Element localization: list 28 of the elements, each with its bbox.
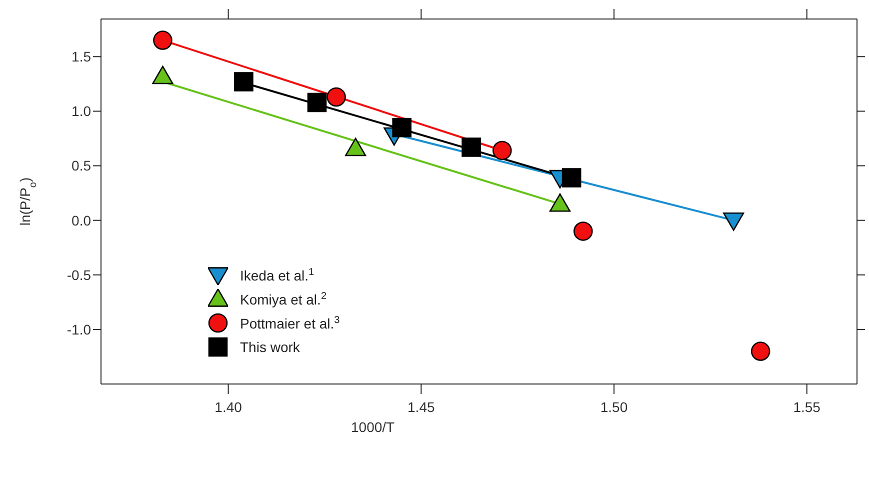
point xyxy=(392,118,412,138)
point xyxy=(307,92,327,112)
legend-label: Pottmaier et al.$^{3}$ xyxy=(240,314,340,332)
point xyxy=(462,138,481,157)
point xyxy=(723,212,744,231)
x-tick-label: 1.40 xyxy=(214,398,242,415)
legend-label: Komiya et al.$^{2}$ xyxy=(240,290,326,308)
point xyxy=(562,168,582,188)
point xyxy=(326,87,346,107)
point xyxy=(152,66,174,84)
x-tick-label: 1.55 xyxy=(793,398,821,415)
point xyxy=(345,138,366,156)
point xyxy=(153,30,172,50)
y-tick-label: 1.5 xyxy=(72,48,92,65)
y-tick-label: 1.0 xyxy=(72,103,92,120)
point xyxy=(573,222,593,241)
legend-label: Ikeda et al.$^{1}$ xyxy=(240,266,314,284)
point xyxy=(234,72,254,92)
legend-label: This work xyxy=(240,339,300,355)
y-tick-label: -1.0 xyxy=(66,321,92,338)
y-tick-label: -0.5 xyxy=(66,266,92,283)
y-tick-label: 0.5 xyxy=(72,158,92,174)
x-tick-label: 1.45 xyxy=(408,398,435,415)
point xyxy=(492,140,512,160)
x-tick-label: 1.50 xyxy=(600,398,628,415)
y-tick-label: 0.0 xyxy=(72,212,92,228)
point xyxy=(750,342,770,361)
x-axis-title: 1000/T xyxy=(351,419,396,435)
